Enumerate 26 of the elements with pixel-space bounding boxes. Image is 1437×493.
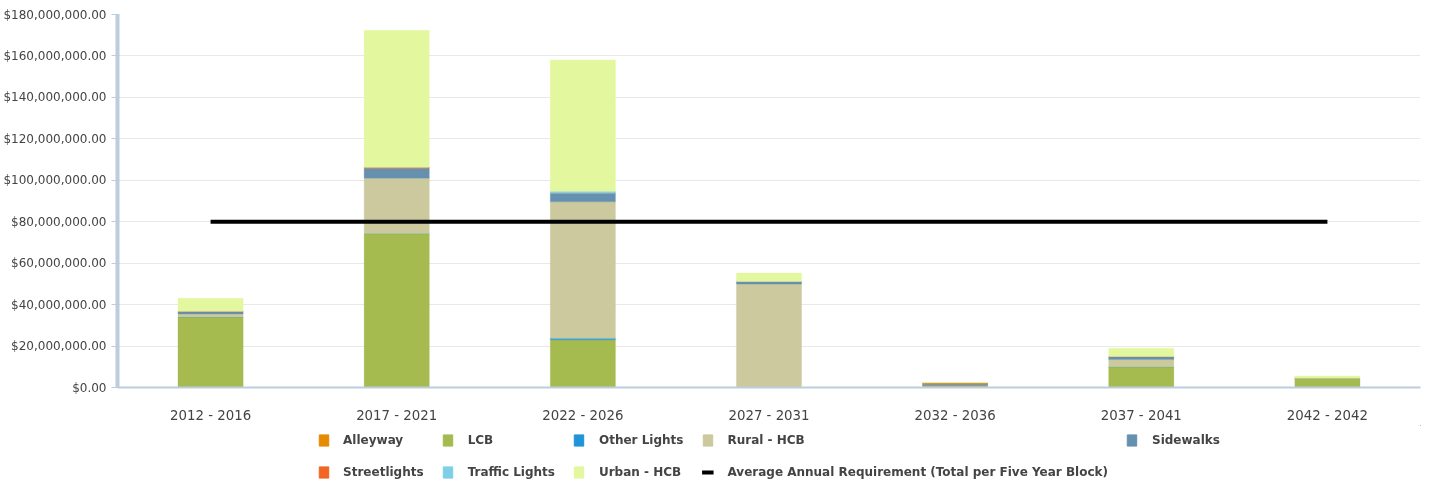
y-tick-label: $100,000,000.00	[3, 173, 107, 188]
y-tick-label: $160,000,000.00	[3, 48, 107, 63]
x-tick-label: 2012 - 2016	[170, 407, 252, 423]
y-tick-label: $80,000,000.00	[11, 214, 107, 229]
y-tick-label: $0.00	[72, 380, 107, 395]
x-tick-label: 2032 - 2036	[914, 407, 996, 423]
y-tick-label: $140,000,000.00	[3, 90, 107, 105]
legend-label: Traffic Lights	[467, 465, 555, 479]
legend-label: Other Lights	[598, 433, 684, 447]
legend-label: LCB	[467, 433, 494, 447]
legend-label: Average Annual Requirement (Total per Five Year Block)	[727, 465, 1109, 479]
y-tick-label: $60,000,000.00	[11, 256, 107, 271]
legend-label: Urban - HCB	[598, 465, 682, 479]
x-tick-label: 2017 - 2021	[356, 407, 438, 423]
x-tick-label: 2022 - 2026	[542, 407, 624, 423]
legend-label: Streetlights	[343, 465, 424, 479]
x-tick-label: 2042 - 2042	[1286, 407, 1368, 423]
legend-label: Alleyway	[343, 433, 404, 447]
x-tick-label: 2027 - 2031	[728, 407, 810, 423]
y-tick-label: $180,000,000.00	[3, 7, 107, 22]
y-tick-label: $120,000,000.00	[3, 131, 107, 146]
y-tick-label: $40,000,000.00	[11, 297, 107, 312]
legend-label: Sidewalks	[1152, 433, 1220, 447]
x-tick-label: 2037 - 2041	[1100, 407, 1182, 423]
y-tick-label: $20,000,000.00	[11, 339, 107, 354]
legend-label: Rural - HCB	[727, 433, 805, 447]
